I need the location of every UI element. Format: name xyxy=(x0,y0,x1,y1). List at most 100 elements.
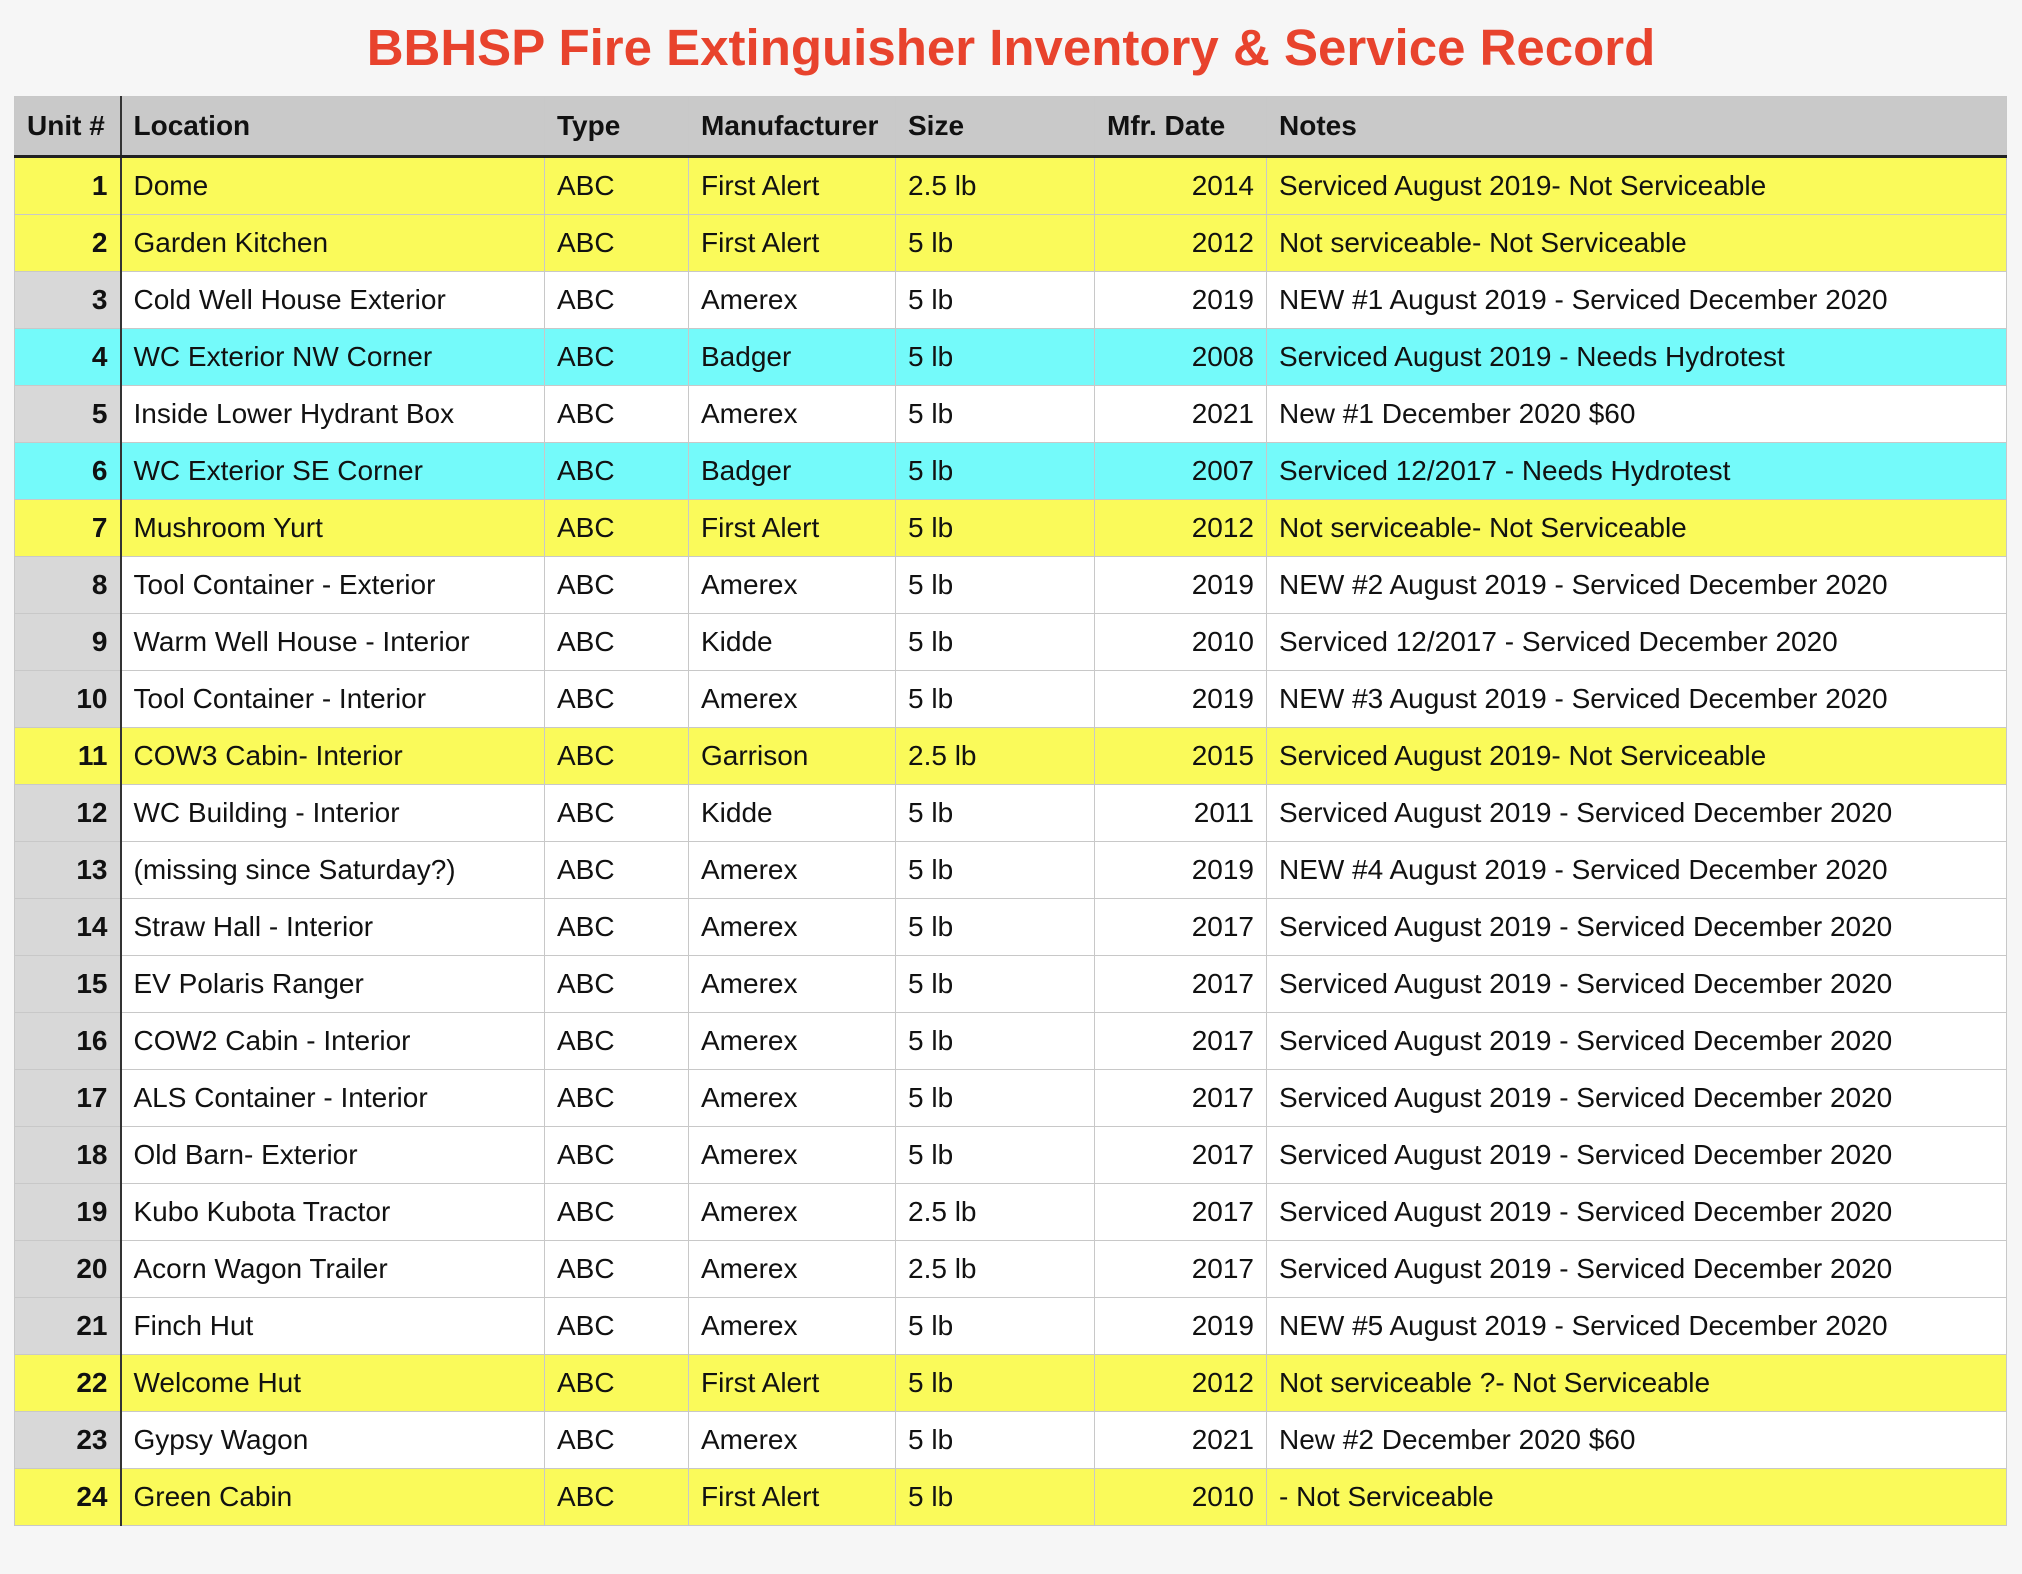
cell-location[interactable]: Tool Container - Interior xyxy=(120,670,545,728)
cell-unit[interactable]: 8 xyxy=(14,556,122,614)
cell-notes[interactable]: New #1 December 2020 $60 xyxy=(1266,385,2007,443)
cell-location[interactable]: Finch Hut xyxy=(120,1297,545,1355)
cell-manufacturer[interactable]: Garrison xyxy=(688,727,896,785)
cell-unit[interactable]: 12 xyxy=(14,784,122,842)
cell-type[interactable]: ABC xyxy=(544,385,689,443)
cell-location[interactable]: Mushroom Yurt xyxy=(120,499,545,557)
cell-mfr-date[interactable]: 2015 xyxy=(1094,727,1267,785)
cell-mfr-date[interactable]: 2012 xyxy=(1094,1354,1267,1412)
cell-size[interactable]: 2.5 lb xyxy=(895,1240,1095,1298)
cell-unit[interactable]: 4 xyxy=(14,328,122,386)
cell-size[interactable]: 5 lb xyxy=(895,271,1095,329)
cell-notes[interactable]: Not serviceable ?- Not Serviceable xyxy=(1266,1354,2007,1412)
column-header-mfr-date[interactable]: Mfr. Date xyxy=(1094,96,1267,158)
cell-location[interactable]: Green Cabin xyxy=(120,1468,545,1526)
cell-notes[interactable]: Serviced 12/2017 - Serviced December 202… xyxy=(1266,613,2007,671)
cell-mfr-date[interactable]: 2010 xyxy=(1094,1468,1267,1526)
cell-mfr-date[interactable]: 2017 xyxy=(1094,898,1267,956)
cell-manufacturer[interactable]: Amerex xyxy=(688,841,896,899)
cell-size[interactable]: 5 lb xyxy=(895,841,1095,899)
cell-notes[interactable]: Serviced August 2019 - Serviced December… xyxy=(1266,1069,2007,1127)
cell-notes[interactable]: Serviced August 2019 - Serviced December… xyxy=(1266,784,2007,842)
cell-type[interactable]: ABC xyxy=(544,1468,689,1526)
column-header-location[interactable]: Location xyxy=(120,96,545,158)
column-header-unit[interactable]: Unit # xyxy=(14,96,122,158)
cell-mfr-date[interactable]: 2019 xyxy=(1094,271,1267,329)
cell-location[interactable]: Welcome Hut xyxy=(120,1354,545,1412)
cell-manufacturer[interactable]: Amerex xyxy=(688,955,896,1013)
cell-type[interactable]: ABC xyxy=(544,1183,689,1241)
cell-unit[interactable]: 24 xyxy=(14,1468,122,1526)
cell-mfr-date[interactable]: 2017 xyxy=(1094,1240,1267,1298)
cell-size[interactable]: 5 lb xyxy=(895,1411,1095,1469)
cell-notes[interactable]: NEW #3 August 2019 - Serviced December 2… xyxy=(1266,670,2007,728)
cell-type[interactable]: ABC xyxy=(544,670,689,728)
cell-location[interactable]: Warm Well House - Interior xyxy=(120,613,545,671)
cell-manufacturer[interactable]: First Alert xyxy=(688,214,896,272)
cell-size[interactable]: 5 lb xyxy=(895,670,1095,728)
cell-type[interactable]: ABC xyxy=(544,156,689,215)
cell-unit[interactable]: 5 xyxy=(14,385,122,443)
cell-type[interactable]: ABC xyxy=(544,613,689,671)
cell-notes[interactable]: Serviced August 2019 - Needs Hydrotest xyxy=(1266,328,2007,386)
cell-type[interactable]: ABC xyxy=(544,442,689,500)
cell-location[interactable]: COW2 Cabin - Interior xyxy=(120,1012,545,1070)
cell-manufacturer[interactable]: Amerex xyxy=(688,1126,896,1184)
cell-mfr-date[interactable]: 2019 xyxy=(1094,556,1267,614)
cell-size[interactable]: 2.5 lb xyxy=(895,1183,1095,1241)
cell-notes[interactable]: New #2 December 2020 $60 xyxy=(1266,1411,2007,1469)
cell-type[interactable]: ABC xyxy=(544,1126,689,1184)
cell-size[interactable]: 5 lb xyxy=(895,385,1095,443)
cell-location[interactable]: Old Barn- Exterior xyxy=(120,1126,545,1184)
cell-manufacturer[interactable]: First Alert xyxy=(688,1468,896,1526)
cell-unit[interactable]: 9 xyxy=(14,613,122,671)
cell-unit[interactable]: 1 xyxy=(14,156,122,215)
cell-mfr-date[interactable]: 2012 xyxy=(1094,214,1267,272)
cell-size[interactable]: 2.5 lb xyxy=(895,727,1095,785)
cell-location[interactable]: Straw Hall - Interior xyxy=(120,898,545,956)
cell-manufacturer[interactable]: Amerex xyxy=(688,1012,896,1070)
cell-type[interactable]: ABC xyxy=(544,1297,689,1355)
cell-unit[interactable]: 22 xyxy=(14,1354,122,1412)
cell-manufacturer[interactable]: First Alert xyxy=(688,1354,896,1412)
cell-notes[interactable]: Serviced August 2019 - Serviced December… xyxy=(1266,898,2007,956)
cell-unit[interactable]: 2 xyxy=(14,214,122,272)
cell-notes[interactable]: Serviced August 2019- Not Serviceable xyxy=(1266,727,2007,785)
cell-unit[interactable]: 18 xyxy=(14,1126,122,1184)
cell-type[interactable]: ABC xyxy=(544,556,689,614)
cell-location[interactable]: Cold Well House Exterior xyxy=(120,271,545,329)
cell-type[interactable]: ABC xyxy=(544,271,689,329)
cell-size[interactable]: 5 lb xyxy=(895,1126,1095,1184)
cell-unit[interactable]: 14 xyxy=(14,898,122,956)
column-header-type[interactable]: Type xyxy=(544,96,689,158)
cell-unit[interactable]: 23 xyxy=(14,1411,122,1469)
cell-notes[interactable]: NEW #5 August 2019 - Serviced December 2… xyxy=(1266,1297,2007,1355)
cell-notes[interactable]: NEW #4 August 2019 - Serviced December 2… xyxy=(1266,841,2007,899)
cell-mfr-date[interactable]: 2017 xyxy=(1094,1183,1267,1241)
cell-mfr-date[interactable]: 2010 xyxy=(1094,613,1267,671)
cell-mfr-date[interactable]: 2014 xyxy=(1094,156,1267,215)
cell-size[interactable]: 5 lb xyxy=(895,499,1095,557)
cell-mfr-date[interactable]: 2007 xyxy=(1094,442,1267,500)
cell-mfr-date[interactable]: 2019 xyxy=(1094,670,1267,728)
cell-type[interactable]: ABC xyxy=(544,328,689,386)
cell-unit[interactable]: 16 xyxy=(14,1012,122,1070)
cell-type[interactable]: ABC xyxy=(544,1069,689,1127)
cell-unit[interactable]: 21 xyxy=(14,1297,122,1355)
cell-size[interactable]: 5 lb xyxy=(895,1468,1095,1526)
cell-unit[interactable]: 3 xyxy=(14,271,122,329)
cell-location[interactable]: Acorn Wagon Trailer xyxy=(120,1240,545,1298)
cell-mfr-date[interactable]: 2017 xyxy=(1094,955,1267,1013)
cell-unit[interactable]: 11 xyxy=(14,727,122,785)
cell-manufacturer[interactable]: Kidde xyxy=(688,784,896,842)
cell-manufacturer[interactable]: Kidde xyxy=(688,613,896,671)
cell-mfr-date[interactable]: 2017 xyxy=(1094,1126,1267,1184)
cell-manufacturer[interactable]: Badger xyxy=(688,328,896,386)
cell-notes[interactable]: Serviced August 2019 - Serviced December… xyxy=(1266,955,2007,1013)
cell-unit[interactable]: 7 xyxy=(14,499,122,557)
cell-type[interactable]: ABC xyxy=(544,955,689,1013)
cell-size[interactable]: 5 lb xyxy=(895,1069,1095,1127)
cell-location[interactable]: ALS Container - Interior xyxy=(120,1069,545,1127)
cell-notes[interactable]: Serviced August 2019- Not Serviceable xyxy=(1266,156,2007,215)
cell-type[interactable]: ABC xyxy=(544,784,689,842)
